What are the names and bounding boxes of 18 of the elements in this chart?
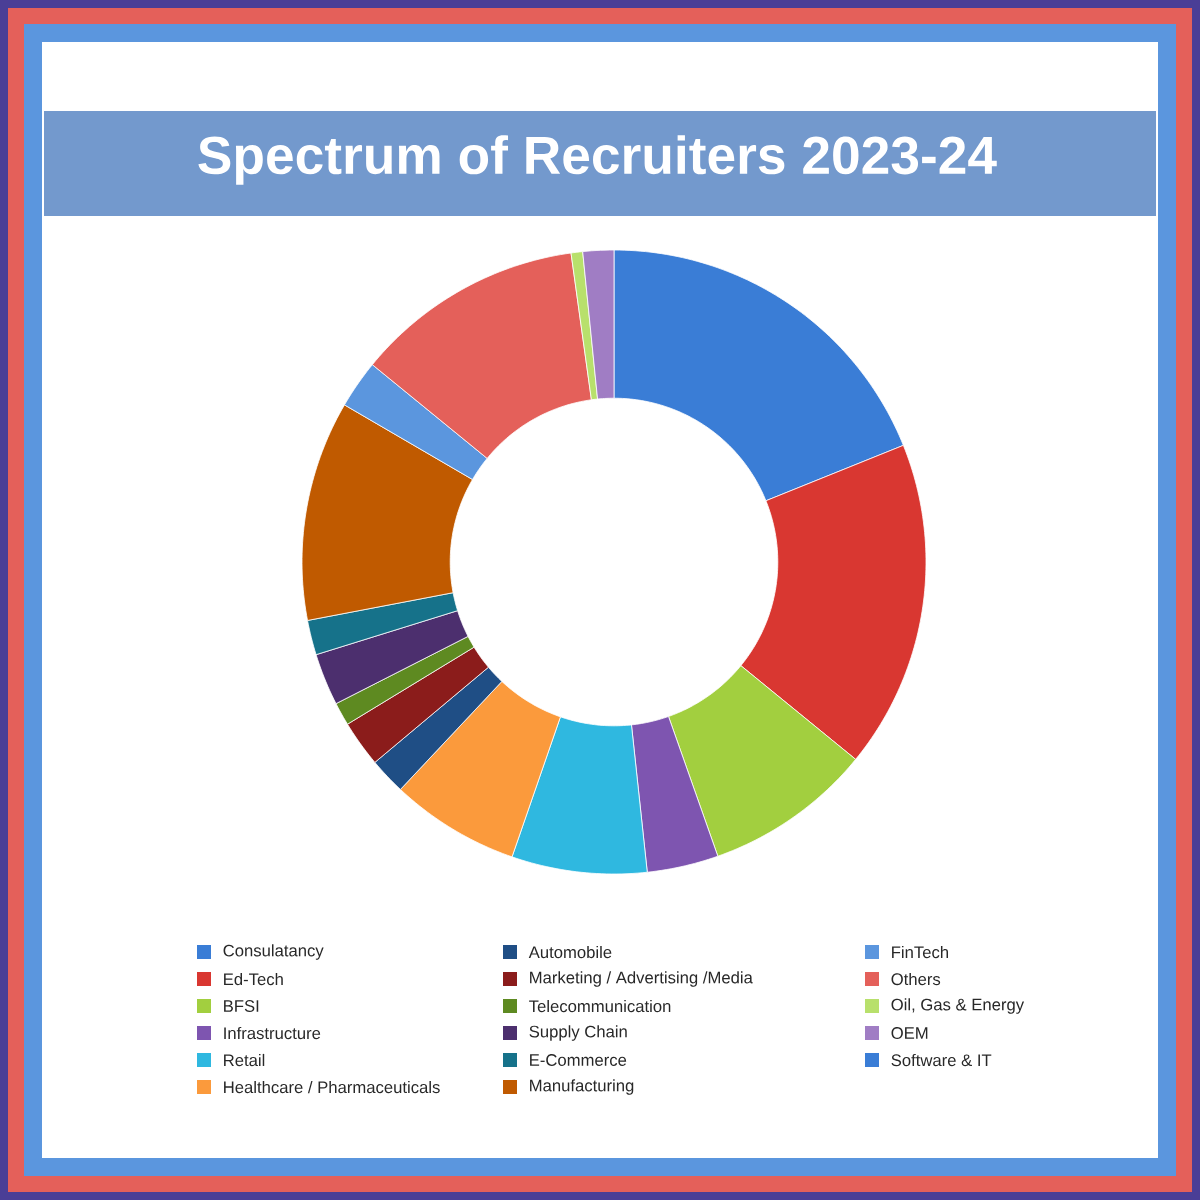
legend-label: Consulatancy [223, 944, 324, 960]
legend-label: Healthcare / Pharmaceuticals [224, 1080, 440, 1094]
legend-label: Manufacturing [530, 1079, 634, 1095]
legend-label: Automobile [528, 945, 612, 959]
legend-label: FinTech [892, 945, 948, 959]
legend-label: OEM [891, 1027, 928, 1039]
legend-label: Supply Chain [529, 1025, 627, 1041]
legend-label: Others [891, 972, 941, 986]
legend-label: Ed-Tech [224, 972, 283, 986]
legend-label: Telecommunication [529, 999, 671, 1013]
legend-label: BFSI [224, 1000, 259, 1012]
legend-label: E-Commerce [530, 1054, 627, 1066]
legend-label: Retail [224, 1053, 265, 1067]
legend-label: Oil, Gas & Energy [891, 998, 1025, 1014]
legend-label: Marketing / Advertising /Media [530, 971, 753, 987]
legend-label: Software & IT [891, 1053, 992, 1067]
legend-label: Infrastructure [224, 1026, 321, 1040]
chart-title: Spectrum of Recruiters 2023-24 [198, 135, 997, 185]
